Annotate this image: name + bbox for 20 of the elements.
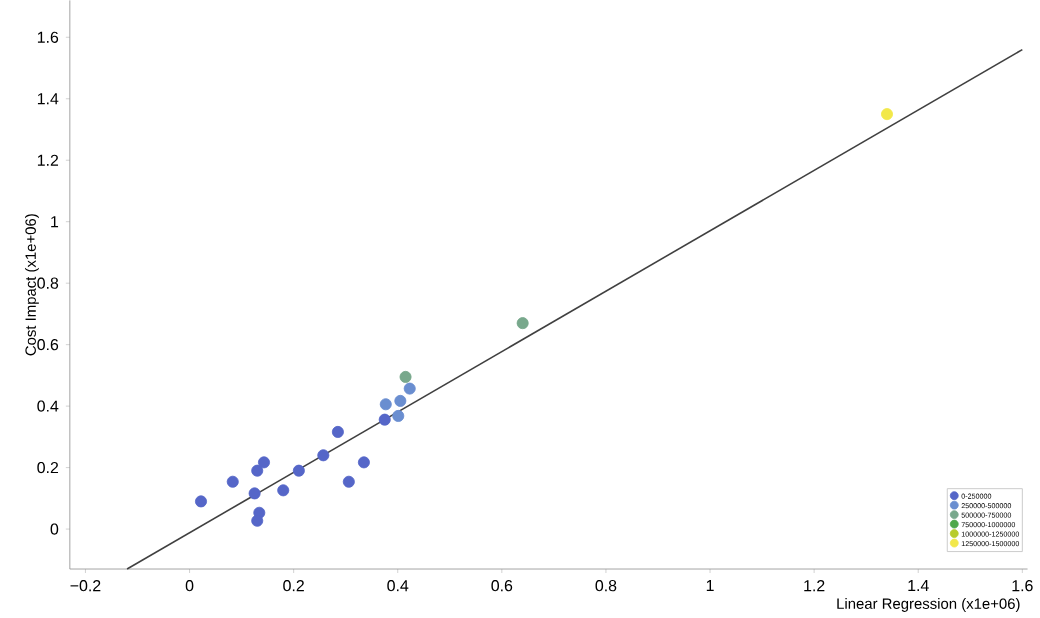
point [342,475,355,488]
point [399,370,412,383]
point [257,455,270,468]
point [379,397,392,410]
point [392,409,405,422]
point [378,413,391,426]
point [277,483,290,496]
point [881,107,893,120]
point [394,394,407,407]
point [403,382,416,395]
point [251,464,264,477]
point [331,425,344,438]
point [226,475,239,488]
point [248,486,261,499]
point [317,448,330,461]
point [292,464,305,477]
point [195,494,207,507]
point [251,514,264,527]
point [357,455,370,468]
point [516,316,529,329]
